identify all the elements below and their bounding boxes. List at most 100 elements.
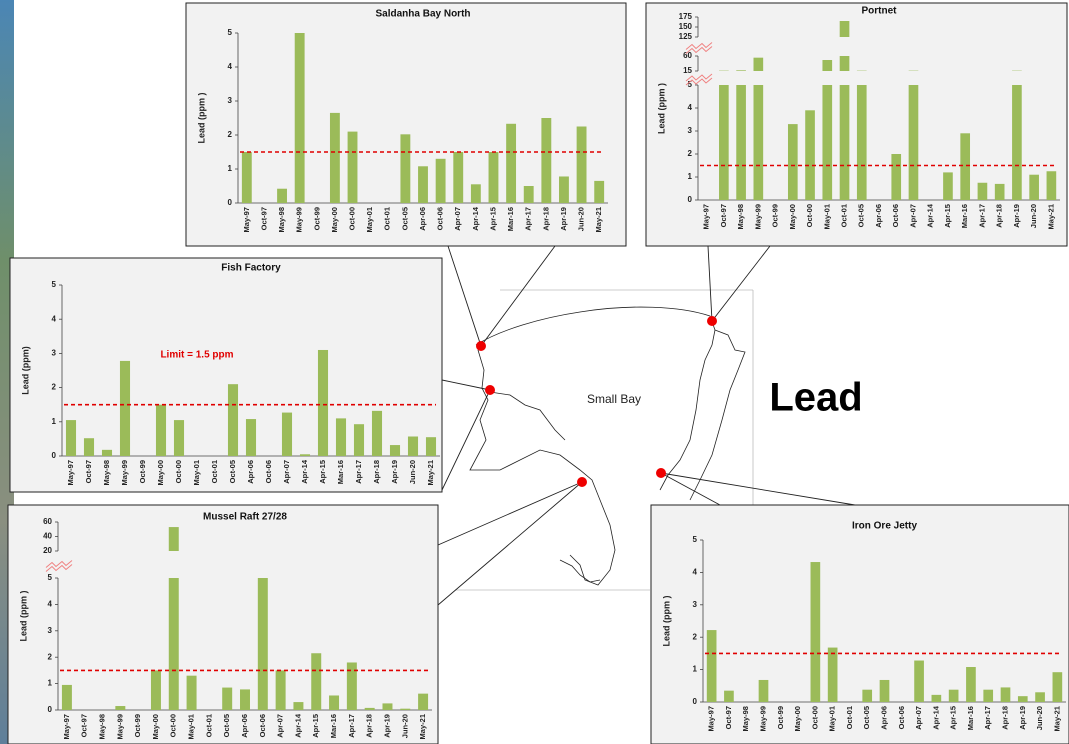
y-tick-label: 2 — [693, 632, 698, 641]
x-tick-label: Oct-00 — [810, 706, 819, 729]
x-tick-label: Apr-15 — [943, 204, 952, 228]
x-tick-label: Oct-97 — [719, 204, 728, 227]
y-tick-label: 3 — [693, 600, 698, 609]
axis-break — [685, 42, 713, 50]
x-tick-label: Oct-99 — [771, 204, 780, 227]
bar — [400, 708, 411, 710]
x-tick-label: May-21 — [1046, 204, 1055, 229]
x-tick-label: Oct-01 — [840, 204, 849, 227]
bar — [364, 707, 375, 710]
y-tick-label: 0 — [693, 697, 698, 706]
bar — [83, 438, 95, 456]
bar — [150, 670, 161, 710]
bar — [576, 126, 587, 203]
bar — [317, 349, 329, 456]
x-tick-label: Apr-15 — [488, 207, 497, 231]
y-tick-label: 2 — [52, 383, 57, 392]
bar — [1052, 672, 1063, 702]
bar — [222, 687, 233, 710]
x-tick-label: Apr-06 — [418, 207, 427, 231]
x-tick-label: Oct-99 — [138, 460, 147, 483]
bar — [839, 56, 850, 71]
y-tick-label: 20 — [43, 546, 52, 555]
x-tick-label: Oct-01 — [383, 207, 392, 230]
x-tick-label: Mar-16 — [966, 706, 975, 730]
x-tick-label: May-01 — [365, 207, 374, 232]
x-tick-label: Apr-18 — [372, 460, 381, 484]
y-tick-label: 2 — [48, 652, 53, 661]
bar — [994, 183, 1005, 200]
x-tick-label: Apr-18 — [541, 207, 550, 231]
x-tick-label: Apr-18 — [1000, 706, 1009, 730]
y-tick-label: 3 — [228, 96, 233, 105]
bar — [168, 578, 179, 710]
site-dot — [485, 385, 495, 395]
y-tick-label: 4 — [693, 568, 698, 577]
x-tick-label: May-98 — [277, 207, 286, 232]
y-tick-label: 60 — [683, 51, 692, 60]
bar — [347, 131, 358, 203]
y-tick-label: 1 — [228, 164, 233, 173]
x-tick-label: Apr-14 — [293, 713, 302, 738]
y-tick-label: 0 — [52, 451, 57, 460]
bar — [382, 703, 393, 710]
x-tick-label: Oct-99 — [133, 714, 142, 737]
chart-panel — [185, 2, 627, 247]
bar — [389, 445, 401, 456]
chart-panel — [645, 2, 1068, 247]
x-tick-label: May-00 — [156, 460, 165, 485]
x-tick-label: May-99 — [753, 204, 762, 229]
bar — [257, 578, 268, 710]
x-tick-label: May-99 — [295, 207, 304, 232]
x-tick-label: May-97 — [62, 714, 71, 739]
x-tick-label: Mar-16 — [329, 714, 338, 738]
chart-title: Fish Factory — [221, 263, 281, 274]
x-tick-label: Mar-16 — [506, 207, 515, 231]
x-tick-label: Oct-99 — [312, 207, 321, 230]
x-tick-label: Jun-20 — [577, 207, 586, 231]
x-tick-label: May-00 — [330, 207, 339, 232]
bar — [155, 404, 167, 456]
bar — [839, 85, 850, 200]
bar — [186, 675, 197, 710]
bar — [1000, 687, 1011, 702]
annotation: Limit = 1.5 ppm — [160, 350, 233, 361]
x-tick-label: Apr-06 — [246, 460, 255, 484]
x-tick-label: Oct-06 — [264, 460, 273, 483]
y-tick-label: 3 — [52, 349, 57, 358]
bar — [891, 154, 902, 200]
x-tick-label: May-97 — [702, 204, 711, 229]
x-tick-label: Apr-19 — [1018, 706, 1027, 730]
x-tick-label: Oct-97 — [84, 460, 93, 483]
chart-title: Mussel Raft 27/28 — [203, 512, 287, 523]
x-tick-label: Apr-17 — [983, 706, 992, 730]
x-tick-label: Oct-97 — [259, 207, 268, 230]
bar — [787, 124, 798, 200]
x-tick-label: Oct-05 — [857, 204, 866, 227]
x-tick-label: May-00 — [151, 714, 160, 739]
x-tick-label: May-01 — [192, 460, 201, 485]
chart-panel — [9, 257, 443, 493]
x-tick-label: May-21 — [594, 207, 603, 232]
bar — [736, 85, 746, 200]
x-tick-label: Apr-17 — [354, 460, 363, 484]
bar — [753, 85, 764, 200]
bar — [908, 85, 919, 200]
x-tick-label: Apr-19 — [382, 714, 391, 738]
x-tick-label: Apr-07 — [908, 204, 917, 228]
bar — [983, 689, 994, 702]
y-tick-label: 5 — [228, 28, 233, 37]
x-tick-label: Apr-17 — [977, 204, 986, 228]
bar — [227, 384, 239, 456]
y-tick-label: 4 — [228, 62, 233, 71]
chart: Fish Factory Lead (ppm) 0 1 2 3 4 5 May-97 Oct-97… — [9, 257, 443, 493]
x-tick-label: Apr-14 — [471, 206, 480, 231]
bar — [810, 562, 821, 702]
chart: Iron Ore Jetty Lead (ppm ) 0 1 2 3 4 5 May-97 Oct… — [650, 504, 1069, 744]
x-tick-label: May-98 — [741, 706, 750, 731]
bar — [173, 420, 185, 456]
bar — [61, 684, 72, 710]
bar — [1035, 692, 1045, 702]
x-tick-label: Oct-06 — [891, 204, 900, 227]
